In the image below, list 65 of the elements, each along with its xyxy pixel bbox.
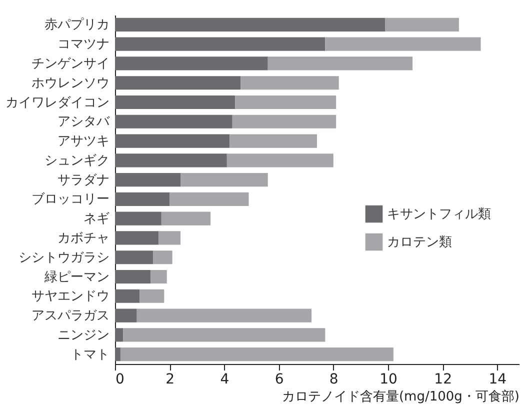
bar [158,231,181,245]
x-tick-label: 0 [116,372,124,388]
bar [115,76,241,90]
x-tick-label: 14 [488,372,507,388]
bar [268,56,413,70]
bar [115,270,150,284]
bar [120,348,394,362]
bar [235,95,336,110]
y-tick-label: チンゲンサイ [32,56,110,72]
bar [115,95,236,110]
bar [136,308,312,322]
y-tick-label: サラダナ [58,172,110,188]
x-tick-label: 10 [380,372,398,388]
y-tick-label: ホウレンソウ [32,76,110,91]
y-tick-label: アサツキ [58,134,110,150]
bar [161,212,211,226]
bar [115,348,120,362]
bar [230,134,317,148]
y-tick-label: トマト [70,347,110,362]
y-tick-label: サヤエンドウ [32,289,110,304]
y-tick-label: カボチャ [58,230,110,246]
bar [115,37,326,51]
bar [115,328,124,342]
bar [232,114,336,128]
bar [115,154,227,168]
bar [170,192,249,206]
bar [115,56,268,70]
bar [115,289,140,303]
y-tick-label: カイワレダイコン [6,95,110,110]
bar [385,18,459,32]
y-tick-label: ニンジン [58,328,110,343]
bar [180,173,268,187]
y-tick-label: 赤パプリカ [44,18,110,33]
bar [115,18,386,32]
y-tick-label: アスパラガス [32,308,110,324]
legend-label: キサントフィル類 [387,207,491,222]
bar [115,114,232,128]
bar [115,192,170,206]
y-tick-label: アシタバ [58,114,110,130]
x-tick-label: 8 [329,372,338,388]
bar [115,212,162,226]
y-tick-label: ブロッコリー [32,192,110,208]
bar [115,134,230,148]
bar [115,173,181,187]
y-tick-label: シシトウガラシ [18,250,110,266]
bar [240,76,339,90]
y-tick-label: シュンギク [44,153,110,168]
x-tick-label: 4 [220,372,230,388]
bar [153,250,172,264]
bar [140,289,164,303]
bar [123,328,326,342]
x-tick-label: 6 [274,372,284,388]
bar [115,250,154,264]
x-tick-label: 12 [434,372,452,388]
bar [325,37,481,51]
y-tick-label: 緑ピーマン [44,270,110,285]
bar [115,308,137,322]
x-tick-label: 2 [166,372,175,388]
bar [150,270,167,284]
y-tick-label: コマツナ [58,37,110,52]
bar [226,154,334,168]
y-tick-label: ネギ [84,212,110,227]
legend-label: カロテン類 [387,235,452,250]
x-axis-title: カロテノイド含有量(mg/100g・可食部) [282,390,520,404]
bar [115,231,159,245]
